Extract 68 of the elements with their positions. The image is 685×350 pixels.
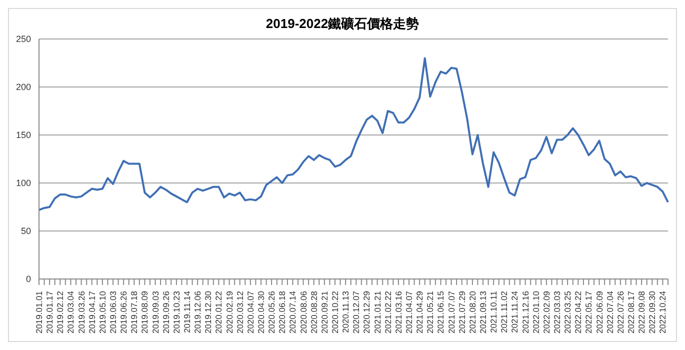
x-tick-label: 2020.03.12 — [234, 290, 245, 334]
line-series — [38, 57, 669, 211]
x-tick-label: 2020.12.29 — [362, 290, 372, 334]
x-tick-label: 2021.06.15 — [436, 290, 446, 334]
x-tick-label: 2019.04.17 — [86, 290, 97, 334]
x-tick-label: 2019.10.23 — [171, 290, 182, 334]
x-tick-label: 2021.07.29 — [456, 290, 467, 334]
x-tick-label: 2022.04.22 — [573, 290, 584, 334]
x-tick-label: 2019.07.18 — [129, 290, 140, 334]
x-tick-label: 2022.01.10 — [530, 290, 541, 334]
x-tick-label: 2019.11.14 — [182, 290, 192, 333]
y-tick-label: 50 — [20, 226, 31, 236]
x-tick-label: 2022.08.17 — [626, 290, 636, 334]
x-tick-label: 2019.06.26 — [118, 290, 129, 334]
x-tick-label: 2019.01.17 — [44, 290, 55, 334]
x-tick-label: 2020.08.28 — [308, 290, 319, 334]
x-tick-label: 2020.12.07 — [351, 290, 362, 334]
x-tick-label: 2020.11.13 — [340, 290, 351, 333]
x-tick-label: 2020.02.19 — [224, 290, 234, 334]
x-tick-label: 2021.07.07 — [446, 290, 456, 334]
x-tick-label: 2022.02.09 — [541, 290, 552, 334]
x-tick-label: 2020.05.26 — [266, 290, 277, 334]
x-tick-label: 2022.03.25 — [562, 290, 573, 334]
x-tick-label: 2021.04.07 — [404, 290, 414, 334]
x-tick-label: 2022.07.26 — [615, 290, 626, 334]
x-tick-label: 2020.08.06 — [298, 290, 308, 334]
x-tick-label: 2021.01.21 — [372, 290, 382, 334]
x-tick-label: 2021.04.29 — [414, 290, 425, 334]
y-tick-label: 100 — [16, 178, 31, 188]
y-tick-label: 200 — [16, 82, 31, 92]
chart-title: 2019-2022鐵礦石價格走勢 — [264, 15, 420, 33]
x-tick-label: 2021.02.22 — [382, 290, 393, 334]
x-tick-label: 2021.09.13 — [478, 290, 488, 334]
x-tick-label: 2022.07.04 — [604, 290, 615, 334]
x-tick-label: 2019.09.03 — [150, 290, 160, 334]
x-tick-label: 2019.02.12 — [55, 290, 66, 334]
x-tick-label: 2022.10.24 — [658, 290, 668, 334]
x-tick-label: 2019.06.03 — [108, 290, 118, 334]
x-tick-label: 2022.09.08 — [636, 290, 647, 334]
x-tick-label: 2020.06.18 — [277, 290, 288, 334]
x-tick-label: 2019.03.26 — [76, 290, 86, 334]
y-tick-label: 0 — [26, 274, 31, 284]
x-tick-label: 2019.01.01 — [34, 290, 44, 334]
x-tick-label: 2019.03.04 — [66, 290, 76, 334]
x-tick-label: 2020.07.14 — [288, 290, 298, 334]
x-tick-label: 2021.03.16 — [393, 290, 404, 334]
x-tick-label: 2022.06.09 — [594, 290, 604, 334]
x-tick-label: 2021.12.16 — [520, 290, 530, 334]
x-tick-label: 2021.10.11 — [488, 290, 499, 333]
x-tick-label: 2019.05.10 — [97, 290, 108, 334]
x-tick-label: 2022.09.30 — [647, 290, 658, 334]
x-tick-label: 2019.12.30 — [203, 290, 214, 334]
x-tick-label: 2020.04.07 — [245, 290, 256, 334]
x-tick-label: 2021.08.20 — [467, 290, 478, 334]
x-tick-label: 2021.11.02 — [499, 290, 510, 333]
x-tick-label: 2019.12.06 — [192, 290, 203, 334]
x-tick-label: 2020.01.22 — [214, 290, 224, 334]
x-tick-label: 2022.03.03 — [552, 290, 562, 334]
x-tick-label: 2020.10.22 — [330, 290, 340, 334]
x-tick-label: 2019.09.26 — [160, 290, 171, 334]
x-tick-label: 2022.05.17 — [584, 290, 594, 334]
x-tick-label: 2020.04.30 — [256, 290, 266, 334]
x-tick-label: 2020.09.21 — [319, 290, 330, 334]
y-tick-label: 150 — [16, 130, 31, 140]
x-tick-label: 2021.11.24 — [510, 290, 520, 333]
x-tick-label: 2019.08.09 — [140, 290, 150, 334]
x-tick-label: 2021.05.21 — [425, 290, 436, 334]
y-tick-label: 250 — [16, 34, 31, 44]
